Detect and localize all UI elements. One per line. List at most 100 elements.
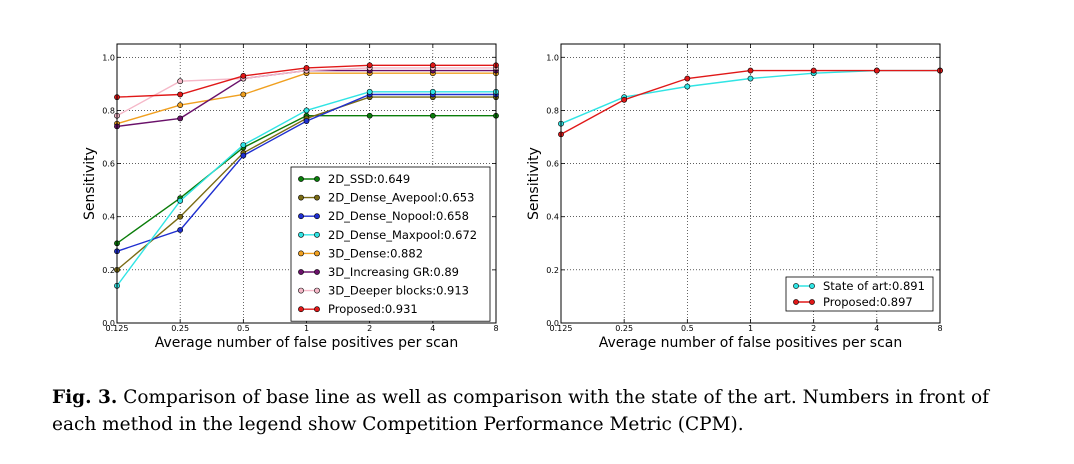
- data-point: [303, 65, 310, 71]
- data-point: [303, 107, 310, 114]
- y-tick-label: 0.6: [102, 160, 115, 169]
- legend-entry-label: Proposed:0.931: [328, 302, 418, 316]
- legend-marker: [793, 299, 799, 305]
- data-point: [177, 78, 184, 85]
- x-tick-label: 0.5: [237, 324, 250, 333]
- x-tick-label: 0.125: [106, 324, 129, 333]
- y-tick-label: 0.0: [546, 319, 559, 328]
- x-tick-label: 8: [937, 324, 942, 333]
- x-tick-label: 8: [493, 324, 498, 333]
- legend-marker: [314, 250, 320, 257]
- axes-frame: [560, 43, 941, 324]
- x-tick-label: 1: [748, 324, 753, 333]
- caption-label: Fig. 3.: [52, 387, 118, 408]
- y-tick-label: 0.8: [102, 106, 115, 115]
- data-point: [747, 75, 754, 82]
- legend-marker: [298, 269, 304, 275]
- data-point: [684, 83, 691, 90]
- legend-entry-label: 2D_Dense_Nopool:0.658: [328, 209, 469, 223]
- x-tick-label: 0.25: [615, 324, 633, 333]
- legend-marker: [298, 213, 304, 220]
- y-tick-label: 0.2: [546, 266, 559, 275]
- legend-entry-label: 3D_Increasing GR:0.89: [328, 265, 459, 279]
- x-tick-label: 4: [430, 324, 435, 333]
- legend-marker: [298, 250, 304, 257]
- y-tick-label: 0.6: [546, 160, 559, 169]
- y-axis-label: Sensitivity: [526, 147, 542, 220]
- y-axis-label: Sensitivity: [82, 147, 98, 220]
- figure: 0.0 0.2 0.4 0.6 0.8 1.0 0.125 0.25 0.5 1 2 4 8 Averag…: [82, 43, 943, 351]
- data-point: [810, 67, 817, 74]
- legend-marker: [314, 287, 320, 294]
- legend-marker: [314, 176, 320, 182]
- legend-entry-label: 3D_Dense:0.882: [328, 246, 423, 260]
- data-point: [429, 88, 436, 95]
- legend-entry-label: 3D_Deeper blocks:0.913: [328, 284, 469, 298]
- x-axis-label: Average number of false positives per sc…: [155, 335, 459, 351]
- data-point: [303, 118, 310, 124]
- axes-frame: [116, 43, 497, 324]
- chart-panel-2: 0.0 0.2 0.4 0.6 0.8 1.0 0.125 0.25 0.5 1 2 4 8 Averag…: [526, 43, 943, 351]
- data-point: [177, 227, 184, 233]
- y-tick-label: 0.4: [102, 213, 115, 222]
- x-tick-label: 0.125: [550, 324, 573, 333]
- data-point: [366, 62, 373, 69]
- data-point: [177, 213, 184, 220]
- y-tick-label: 0.2: [102, 266, 115, 275]
- legend-entry-label: State of art:0.891: [823, 279, 925, 293]
- data-point: [429, 112, 436, 119]
- legend-marker: [314, 194, 320, 201]
- data-point: [177, 102, 184, 109]
- x-tick-label: 1: [304, 324, 309, 333]
- legend-marker: [314, 231, 320, 238]
- data-point: [429, 62, 436, 69]
- legend-entry-label: 2D_Dense_Avepool:0.653: [328, 191, 474, 205]
- data-point: [366, 112, 373, 119]
- legend-entry-label: 2D_SSD:0.649: [328, 172, 410, 186]
- data-point: [177, 197, 184, 204]
- data-point: [684, 75, 691, 82]
- x-tick-label: 2: [367, 324, 372, 333]
- x-tick-label: 4: [874, 324, 879, 333]
- data-point: [873, 67, 880, 74]
- data-point: [177, 115, 184, 122]
- data-point: [240, 72, 247, 79]
- legend-marker: [809, 299, 815, 305]
- y-tick-label: 1.0: [102, 53, 115, 62]
- x-tick-label: 0.5: [681, 324, 694, 333]
- data-point: [747, 67, 754, 74]
- legend-marker: [298, 306, 304, 313]
- data-point: [177, 91, 184, 98]
- legend-box: [290, 166, 491, 322]
- y-tick-label: 0.8: [546, 106, 559, 115]
- x-tick-label: 0.25: [171, 324, 189, 333]
- y-tick-label: 0.4: [546, 213, 559, 222]
- legend-marker: [809, 283, 815, 289]
- legend-marker: [298, 194, 304, 201]
- x-tick-label: 2: [811, 324, 816, 333]
- legend: State of art:0.891 Proposed:0.897: [785, 276, 934, 312]
- legend-marker: [314, 269, 320, 275]
- legend-marker: [298, 176, 304, 182]
- data-point: [621, 96, 628, 103]
- legend-marker: [314, 213, 320, 220]
- legend-marker: [298, 287, 304, 294]
- legend-marker: [793, 283, 799, 289]
- legend-box: [785, 276, 934, 312]
- legend-marker: [314, 306, 320, 313]
- data-point: [240, 91, 247, 98]
- chart-panel-1: 0.0 0.2 0.4 0.6 0.8 1.0 0.125 0.25 0.5 1 2 4 8 Averag…: [82, 43, 499, 351]
- figure-caption: Fig. 3. Comparison of base line as well …: [52, 384, 1012, 438]
- data-point: [240, 152, 247, 159]
- plot-area: [561, 44, 940, 323]
- data-point: [240, 142, 247, 148]
- legend-entry-label: Proposed:0.897: [823, 295, 913, 309]
- legend: 2D_SSD:0.649 2D_Dense_Avepool:0.653 2D_Den…: [290, 166, 491, 322]
- y-tick-label: 1.0: [546, 53, 559, 62]
- x-axis-label: Average number of false positives per sc…: [599, 335, 903, 351]
- legend-marker: [298, 231, 304, 238]
- caption-text: Comparison of base line as well as compa…: [52, 387, 990, 435]
- legend-entry-label: 2D_Dense_Maxpool:0.672: [328, 228, 477, 242]
- y-tick-label: 0.0: [102, 319, 115, 328]
- data-point: [366, 88, 373, 95]
